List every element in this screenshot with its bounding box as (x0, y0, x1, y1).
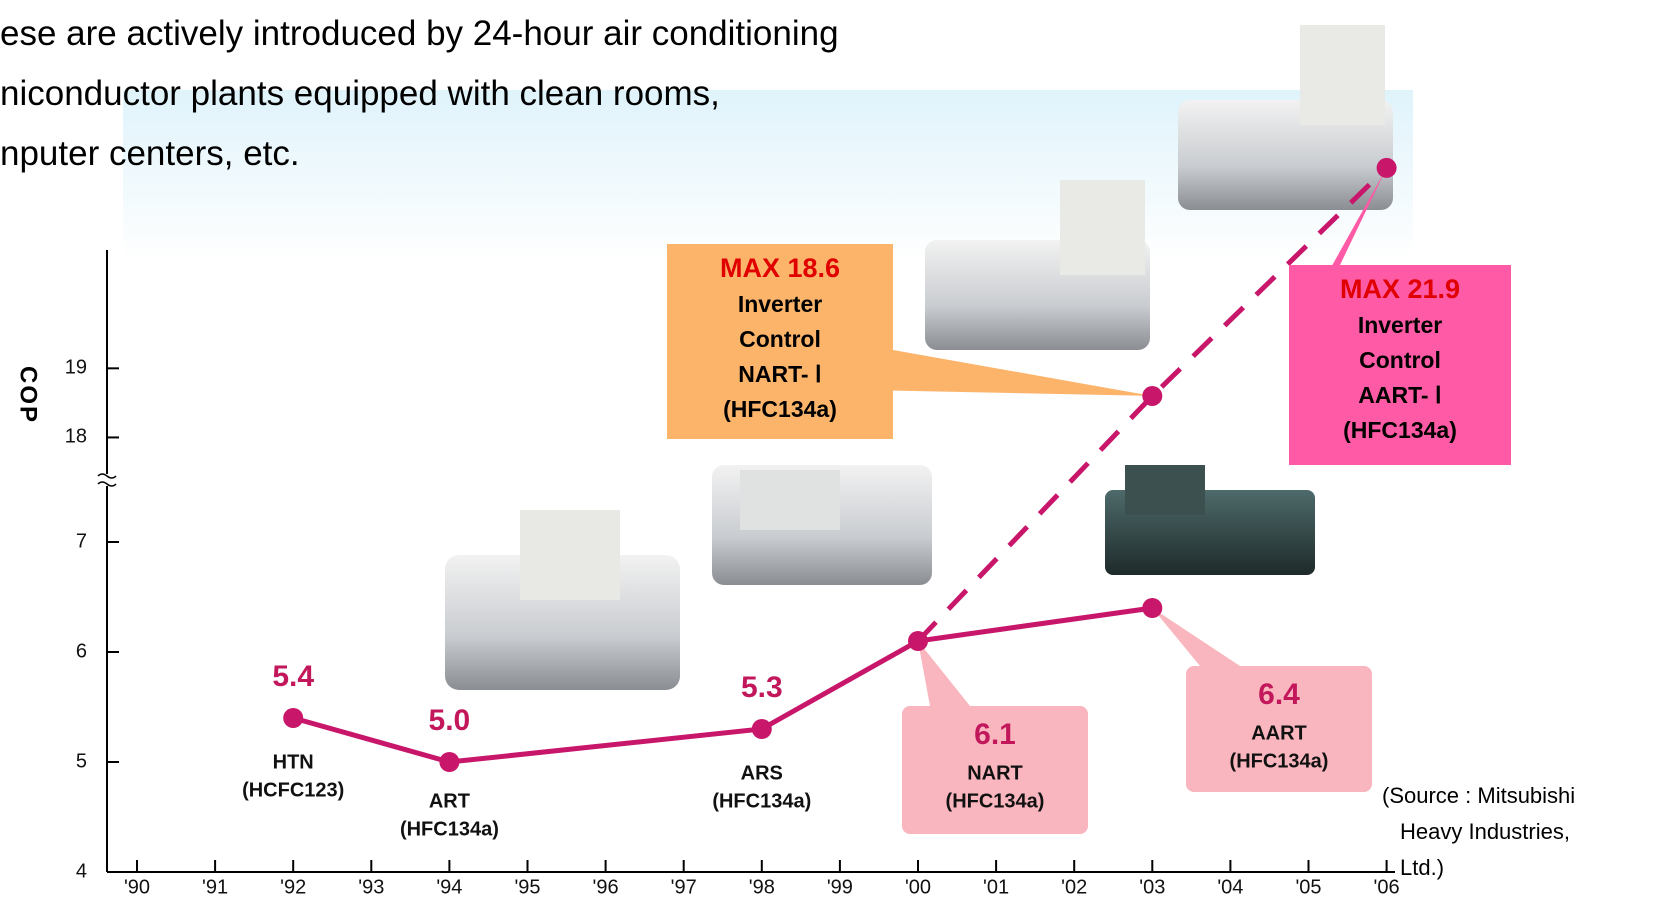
callout-max: MAX 21.9 (1340, 274, 1460, 304)
callout-pointer (863, 350, 1152, 396)
point-label: (HFC134a) (946, 790, 1045, 812)
x-tick-label: '03 (1139, 876, 1165, 898)
intro-line: nputer centers, etc. (0, 134, 300, 173)
source-line: Ltd.) (1400, 855, 1444, 880)
point-label: (HFC134a) (712, 790, 811, 812)
point-label: HTN (273, 751, 314, 773)
callout-pointer (1152, 608, 1240, 666)
y-tick-label: 6 (76, 640, 87, 662)
x-tick-label: '97 (671, 876, 697, 898)
callout-line: (HFC134a) (1343, 417, 1457, 443)
y-tick-label: 19 (65, 357, 87, 379)
callout-line: Control (1359, 347, 1441, 373)
callout-line: (HFC134a) (723, 396, 837, 422)
x-tick-label: '91 (202, 876, 228, 898)
x-tick-label: '02 (1061, 876, 1087, 898)
value-label: 5.0 (429, 704, 471, 737)
intro-line: ese are actively introduced by 24-hour a… (0, 14, 839, 53)
point-label: (HFC134a) (400, 818, 499, 840)
x-tick-label: '99 (827, 876, 853, 898)
x-tick-label: '04 (1217, 876, 1243, 898)
source-note: (Source : Mitsubishi Heavy Industries, Ltd… (1382, 783, 1575, 880)
point-label: ART (429, 790, 470, 812)
x-tick-label: '96 (593, 876, 619, 898)
y-tick-label: 18 (65, 426, 87, 448)
callout-line: NART- Ⅰ (738, 361, 821, 387)
callout-line: Inverter (738, 291, 822, 317)
value-label: 6.4 (1258, 678, 1300, 711)
y-tick-label: 5 (76, 750, 87, 772)
callout-pointer (918, 641, 970, 706)
x-tick-label: '06 (1374, 876, 1400, 898)
callout-line: Control (739, 326, 821, 352)
callout-line: Inverter (1358, 312, 1442, 338)
value-label: 6.1 (974, 718, 1016, 751)
x-tick-label: '93 (358, 876, 384, 898)
slide: ese are actively introduced by 24-hour a… (0, 0, 1660, 904)
source-line: (Source : Mitsubishi (1382, 783, 1575, 808)
y-axis-label: COP (15, 366, 42, 424)
source-line: Heavy Industries, (1400, 819, 1570, 844)
callout-max: MAX 18.6 (720, 253, 840, 283)
x-tick-label: '01 (983, 876, 1009, 898)
data-point (283, 708, 303, 728)
callout-line: AART- Ⅰ (1358, 382, 1441, 408)
point-label: NART (967, 762, 1023, 784)
point-label: AART (1251, 722, 1307, 744)
data-point (752, 719, 772, 739)
intro-line: niconductor plants equipped with clean r… (0, 74, 720, 113)
y-tick-label: 7 (76, 530, 87, 552)
x-tick-label: '05 (1295, 876, 1321, 898)
point-label: (HFC134a) (1230, 750, 1329, 772)
data-point (1142, 386, 1162, 406)
value-label: 5.4 (272, 660, 314, 693)
point-label: ARS (741, 762, 783, 784)
x-tick-label: '95 (514, 876, 540, 898)
value-label: 5.3 (741, 671, 783, 704)
data-point (1142, 598, 1162, 618)
x-tick-label: '92 (280, 876, 306, 898)
data-point (1377, 158, 1397, 178)
x-tick-label: '94 (436, 876, 462, 898)
data-point (439, 752, 459, 772)
point-label: (HCFC123) (242, 779, 344, 801)
x-tick-label: '90 (124, 876, 150, 898)
x-tick-label: '00 (905, 876, 931, 898)
x-tick-label: '98 (749, 876, 775, 898)
y-tick-label: 4 (76, 860, 87, 882)
